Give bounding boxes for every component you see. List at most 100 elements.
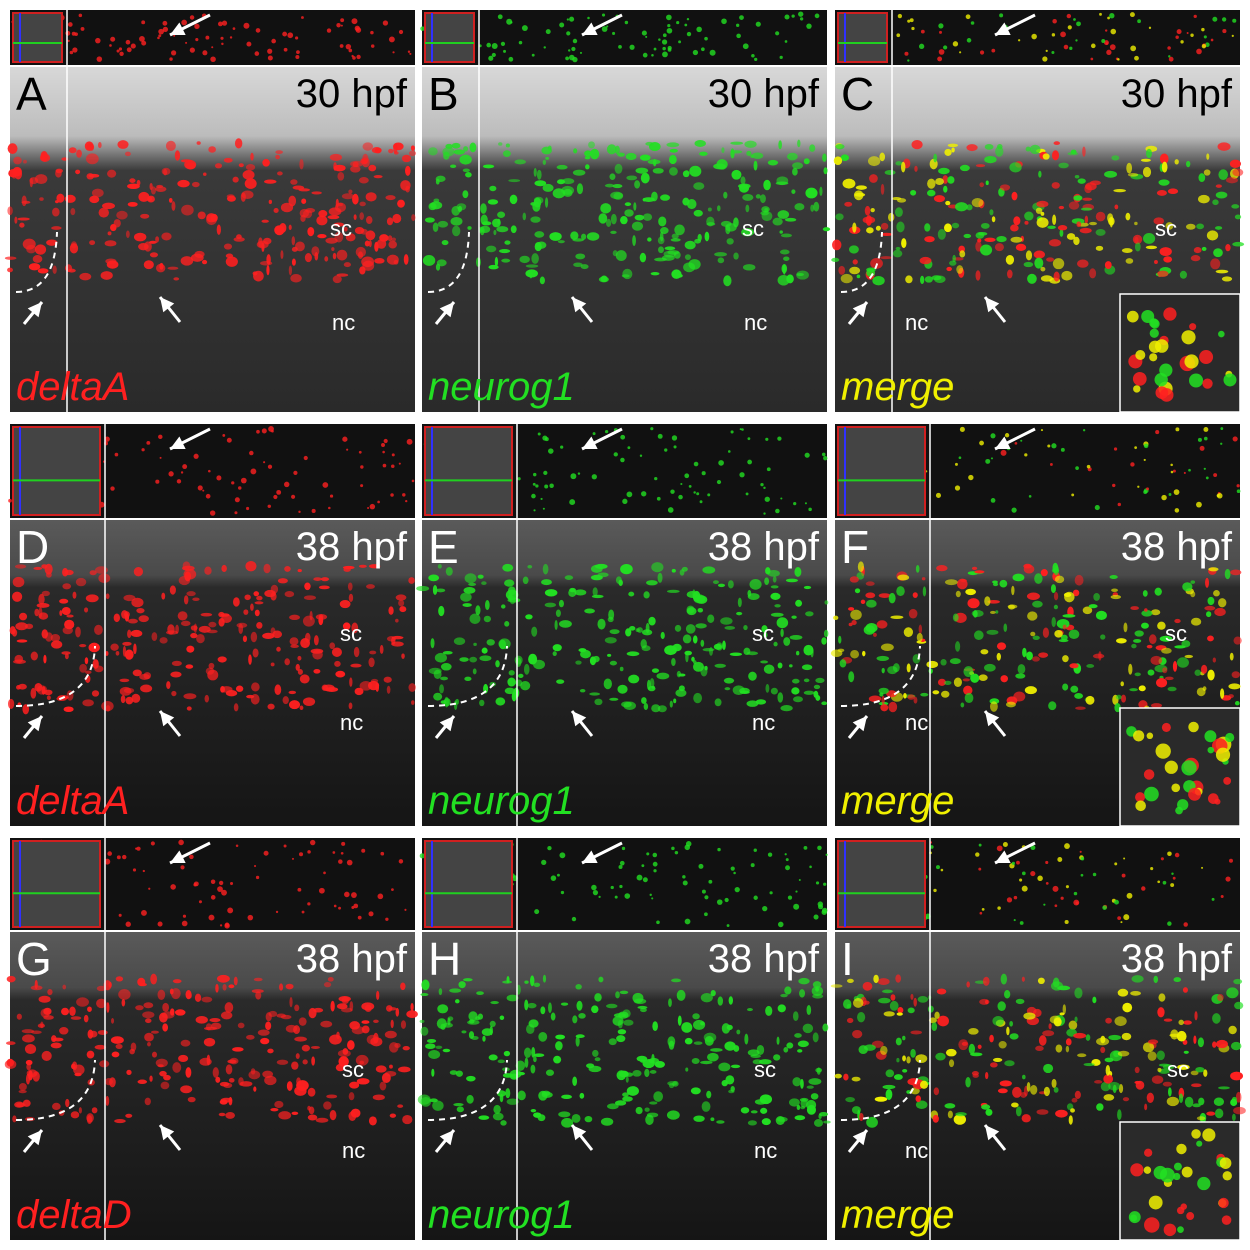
signal-blob: [1053, 1087, 1059, 1093]
signal-blob: [450, 217, 463, 226]
sc-label: sc: [330, 216, 352, 241]
signal-blob: [1025, 146, 1031, 152]
signal-blob: [498, 142, 503, 146]
signal-blob: [246, 1034, 255, 1040]
signal-blob: [1191, 1083, 1202, 1088]
signal-blob: [329, 1109, 337, 1121]
signal-speck: [521, 25, 528, 32]
signal-speck: [202, 50, 208, 56]
signal-blob: [906, 1056, 911, 1064]
signal-speck: [657, 433, 663, 439]
signal-blob: [1142, 1042, 1155, 1053]
signal-blob: [1185, 223, 1196, 230]
signal-blob: [1225, 244, 1231, 252]
signal-blob: [1030, 1085, 1038, 1095]
signal-blob: [636, 1055, 648, 1062]
signal-blob: [622, 268, 633, 280]
signal-blob: [1048, 239, 1062, 247]
signal-speck: [356, 54, 361, 60]
signal-speck: [1146, 487, 1150, 491]
signal-blob: [1213, 248, 1223, 258]
signal-blob: [1050, 584, 1056, 594]
signal-blob: [588, 141, 595, 149]
signal-blob: [441, 239, 449, 246]
signal-blob: [163, 1074, 171, 1081]
signal-blob: [763, 664, 775, 674]
signal-blob: [881, 989, 893, 994]
inset-blob: [1181, 760, 1197, 776]
signal-blob: [509, 1069, 522, 1079]
signal-speck: [693, 491, 696, 494]
signal-speck: [159, 456, 162, 459]
signal-blob: [376, 990, 380, 1000]
signal-speck: [979, 50, 985, 55]
signal-blob: [697, 233, 702, 242]
signal-speck: [217, 21, 223, 27]
signal-blob: [94, 1044, 107, 1050]
signal-speck: [271, 38, 276, 44]
arrow-head: [170, 436, 186, 449]
signal-blob: [1048, 701, 1057, 711]
signal-speck: [629, 44, 635, 50]
signal-blob: [1104, 170, 1118, 178]
boundary: [840, 231, 883, 293]
signal-speck: [1186, 32, 1189, 35]
signal-blob: [742, 264, 756, 271]
signal-blob: [619, 990, 629, 995]
signal-blob: [260, 1037, 270, 1045]
signal-blob: [949, 260, 957, 266]
signal-blob: [1195, 1066, 1205, 1073]
signal-speck: [799, 17, 804, 21]
signal-blob: [348, 1092, 355, 1101]
signal-speck: [815, 881, 820, 885]
signal-blob: [266, 265, 270, 276]
signal-blob: [985, 180, 989, 186]
signal-blob: [937, 228, 946, 240]
signal-blob: [884, 170, 896, 176]
signal-blob: [1157, 270, 1169, 277]
signal-blob: [569, 587, 576, 593]
signal-blob: [111, 1051, 120, 1058]
signal-speck: [652, 852, 658, 858]
signal-blob: [186, 645, 195, 653]
signal-speck: [104, 858, 111, 865]
signal-blob: [675, 689, 687, 697]
signal-blob: [443, 151, 450, 160]
signal-blob: [41, 686, 46, 695]
signal-blob: [664, 246, 676, 251]
signal-speck: [654, 476, 658, 481]
signal-blob: [41, 1050, 52, 1062]
signal-blob: [1085, 1034, 1091, 1041]
inset-blob: [1202, 378, 1213, 389]
signal-speck: [218, 880, 224, 886]
signal-blob: [248, 654, 252, 665]
signal-speck: [587, 16, 590, 20]
signal-speck: [116, 49, 120, 53]
signal-blob: [496, 226, 509, 233]
signal-speck: [612, 31, 616, 35]
signal-speck: [107, 851, 112, 856]
signal-speck: [1221, 17, 1227, 22]
signal-blob: [612, 1016, 624, 1026]
signal-blob: [150, 973, 158, 985]
signal-blob: [683, 262, 696, 273]
signal-speck: [216, 475, 222, 481]
nc-label: nc: [744, 310, 767, 335]
signal-blob: [646, 580, 658, 586]
signal-blob: [440, 662, 452, 671]
signal-blob: [805, 611, 814, 617]
main-image: [422, 67, 827, 412]
signal-speck: [189, 15, 195, 20]
signal-blob: [915, 1095, 921, 1103]
signal-blob: [974, 570, 985, 574]
signal-blob: [779, 230, 783, 234]
signal-blob: [75, 626, 81, 638]
signal-blob: [941, 690, 950, 698]
inset-blob: [1144, 1148, 1153, 1157]
signal-blob: [704, 231, 710, 242]
signal-speck: [704, 912, 708, 917]
signal-blob: [82, 699, 94, 707]
gene-label: deltaA: [16, 365, 129, 409]
signal-blob: [520, 680, 531, 691]
signal-blob: [428, 202, 437, 211]
